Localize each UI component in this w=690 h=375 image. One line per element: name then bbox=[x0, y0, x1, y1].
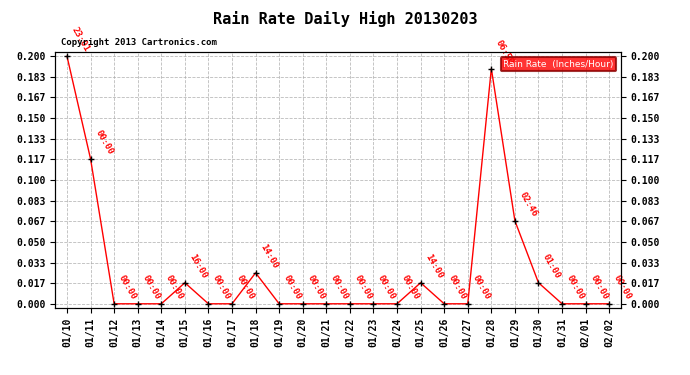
Text: 00:00: 00:00 bbox=[589, 273, 610, 301]
Text: 01:00: 01:00 bbox=[541, 252, 562, 280]
Text: 02:46: 02:46 bbox=[518, 190, 539, 218]
Text: 00:00: 00:00 bbox=[141, 273, 161, 301]
Text: 06:50: 06:50 bbox=[494, 38, 515, 66]
Text: 14:00: 14:00 bbox=[258, 242, 279, 270]
Text: 23:01: 23:01 bbox=[70, 26, 91, 53]
Text: 00:00: 00:00 bbox=[235, 273, 256, 301]
Text: 00:00: 00:00 bbox=[306, 273, 327, 301]
Text: 00:00: 00:00 bbox=[376, 273, 397, 301]
Text: 00:00: 00:00 bbox=[565, 273, 586, 301]
Text: 00:00: 00:00 bbox=[471, 273, 492, 301]
Text: 00:00: 00:00 bbox=[211, 273, 233, 301]
Text: 00:00: 00:00 bbox=[282, 273, 303, 301]
Legend: Rain Rate  (Inches/Hour): Rain Rate (Inches/Hour) bbox=[501, 57, 616, 71]
Text: 00:00: 00:00 bbox=[117, 273, 138, 301]
Text: Rain Rate Daily High 20130203: Rain Rate Daily High 20130203 bbox=[213, 11, 477, 27]
Text: 00:00: 00:00 bbox=[353, 273, 374, 301]
Text: 14:00: 14:00 bbox=[424, 252, 444, 280]
Text: 16:00: 16:00 bbox=[188, 252, 209, 280]
Text: 00:00: 00:00 bbox=[164, 273, 186, 301]
Text: 00:00: 00:00 bbox=[93, 128, 115, 156]
Text: 00:00: 00:00 bbox=[329, 273, 351, 301]
Text: 00:00: 00:00 bbox=[400, 273, 421, 301]
Text: 00:00: 00:00 bbox=[612, 273, 633, 301]
Text: Copyright 2013 Cartronics.com: Copyright 2013 Cartronics.com bbox=[61, 38, 217, 47]
Text: 00:00: 00:00 bbox=[447, 273, 469, 301]
